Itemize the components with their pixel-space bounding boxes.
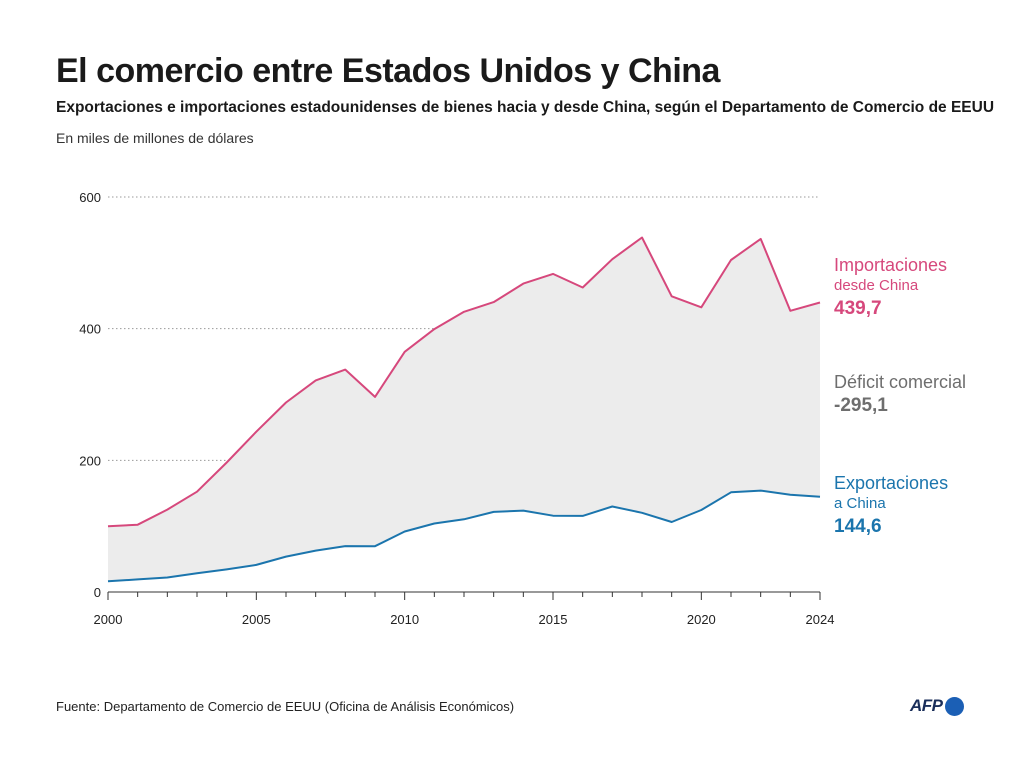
chart-subtitle: Exportaciones e importaciones estadounid… <box>56 99 995 116</box>
x-tick-label: 2024 <box>806 612 835 627</box>
x-tick-label: 2010 <box>390 612 419 627</box>
exports-line <box>107 489 821 583</box>
x-tick-label: 2005 <box>242 612 271 627</box>
imports-label-main: Importaciones <box>834 255 948 275</box>
y-axis: 0 200 400 600 <box>79 190 101 600</box>
y-tick-label: 600 <box>79 190 101 205</box>
deficit-label-main: Déficit comercial <box>834 372 967 392</box>
y-tick-label: 400 <box>79 322 101 337</box>
chart-title: El comercio entre Estados Unidos y China <box>56 52 720 90</box>
exports-label-main: Exportaciones <box>834 473 949 493</box>
exports-label: Exportaciones a China 144,6 <box>834 472 948 540</box>
imports-value: 439,7 <box>834 298 882 319</box>
exports-label-sub: a China <box>834 495 886 512</box>
y-tick-label: 200 <box>79 453 101 468</box>
unit-label: En miles de millones de dólares <box>56 130 254 146</box>
x-axis: 2000 2005 2010 2015 2020 2024 <box>94 591 835 627</box>
deficit-value: -295,1 <box>834 395 888 416</box>
x-tick-label: 2015 <box>539 612 568 627</box>
exports-value: 144,6 <box>834 516 882 537</box>
source-note: Fuente: Departamento de Comercio de EEUU… <box>56 699 515 714</box>
afp-logo: AFP <box>910 694 964 718</box>
imports-line <box>107 236 821 528</box>
afp-logo-text: AFP <box>910 696 943 715</box>
y-tick-label: 0 <box>94 585 101 600</box>
imports-label-sub: desde China <box>834 277 919 294</box>
deficit-label: Déficit comercial -295,1 <box>834 371 966 419</box>
x-tick-label: 2020 <box>687 612 716 627</box>
afp-logo-dot-icon <box>944 696 964 716</box>
x-tick-label: 2000 <box>94 612 123 627</box>
deficit-area <box>108 237 820 582</box>
imports-label: Importaciones desde China 439,7 <box>834 254 947 322</box>
